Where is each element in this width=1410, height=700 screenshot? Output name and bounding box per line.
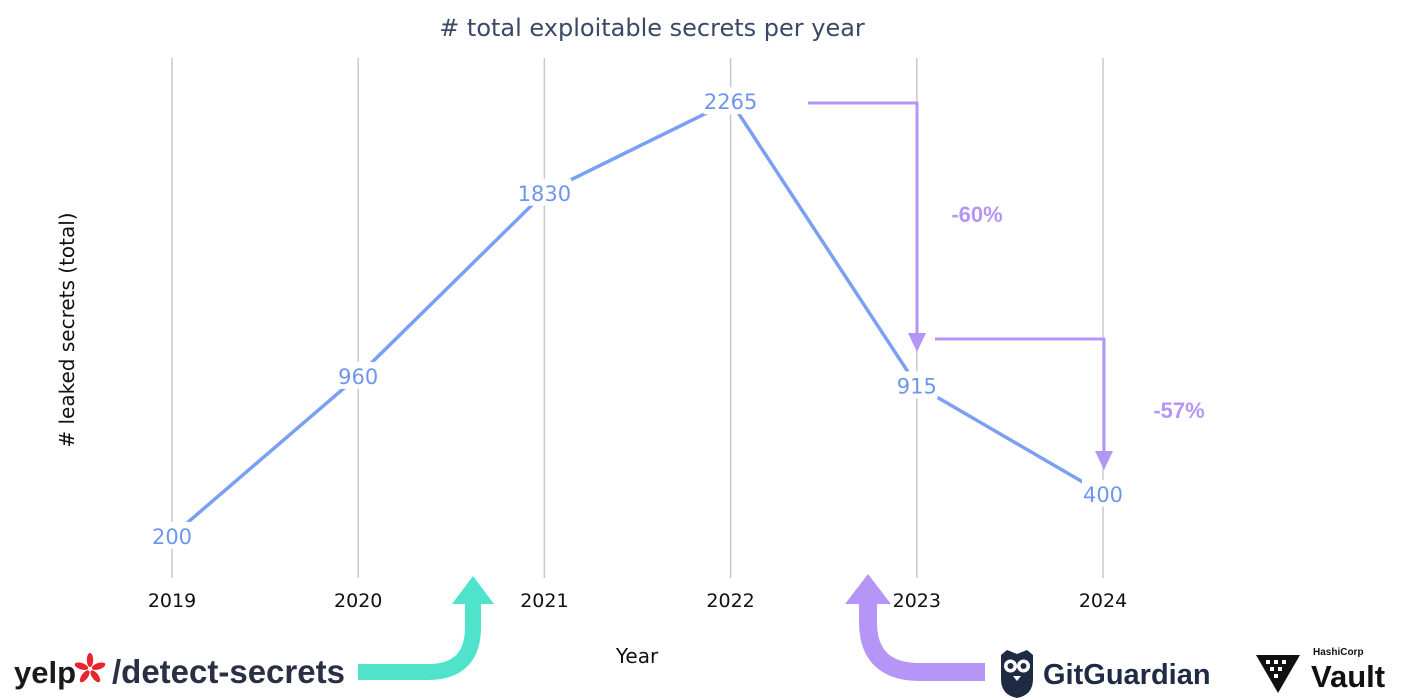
vault-triangle-icon <box>1256 655 1300 693</box>
data-label-2024: 400 <box>1083 483 1123 507</box>
hashicorp-label: HashiCorp <box>1313 647 1364 658</box>
y-axis-label: # leaked secrets (total) <box>55 212 79 447</box>
purple-arrow <box>845 574 985 681</box>
teal-arrow <box>358 576 494 680</box>
x-tick-2023: 2023 <box>893 590 941 612</box>
vault-logo: HashiCorp Vault <box>1256 647 1385 694</box>
detect-secrets-label: /detect-secrets <box>112 653 345 690</box>
data-labels: 200 960 1830 2265 915 400 <box>151 87 1124 549</box>
annotation-minus-60: -60% <box>951 202 1002 227</box>
chart-title: # total exploitable secrets per year <box>439 14 865 42</box>
x-tick-2024: 2024 <box>1079 590 1127 612</box>
annotation-arrow-2023-2024 <box>935 337 1113 470</box>
series-polyline <box>170 99 1104 538</box>
yelp-wordmark: yelp <box>14 655 76 690</box>
yelp-burst-icon <box>74 653 106 683</box>
annotation-arrow-2022-2023 <box>808 101 926 352</box>
data-label-2022: 2265 <box>704 90 757 114</box>
gitguardian-wordmark: GitGuardian <box>1043 659 1211 691</box>
data-label-2021: 1830 <box>518 182 571 206</box>
x-tick-2022: 2022 <box>706 590 754 612</box>
data-label-2023: 915 <box>897 374 937 398</box>
series-line <box>170 99 1104 538</box>
data-label-bg-2020 <box>337 361 380 389</box>
vault-wordmark: Vault <box>1311 659 1385 694</box>
x-tick-labels: 2019 2020 2021 2022 2023 2024 <box>148 590 1127 612</box>
data-label-bg-2022 <box>703 87 758 115</box>
gitguardian-logo: GitGuardian <box>1001 650 1211 698</box>
data-label-bg-2019 <box>151 521 193 549</box>
data-label-bg-2023 <box>895 371 938 399</box>
x-tick-2019: 2019 <box>148 590 196 612</box>
data-label-2019: 200 <box>152 525 192 549</box>
x-tick-2021: 2021 <box>520 590 568 612</box>
gitguardian-owl-icon <box>1001 650 1033 698</box>
data-label-2020: 960 <box>338 365 378 389</box>
yelp-logo: yelp /detect-secrets <box>14 653 345 690</box>
gridlines <box>171 58 1104 578</box>
data-label-bg-2024 <box>1082 479 1124 507</box>
x-axis-label: Year <box>615 644 659 668</box>
annotation-minus-57: -57% <box>1153 398 1204 423</box>
data-label-bg-2021 <box>517 178 572 206</box>
x-tick-2020: 2020 <box>334 590 382 612</box>
